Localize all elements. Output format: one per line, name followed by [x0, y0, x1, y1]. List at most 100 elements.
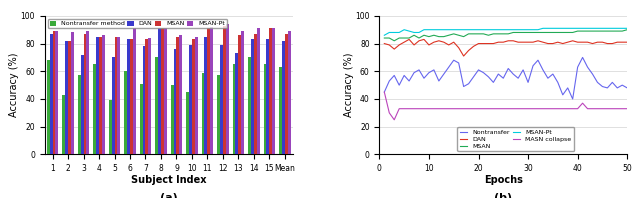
DAN [598, 41, 606, 43]
MASN collapse [479, 108, 487, 110]
MSAN [430, 34, 438, 36]
Nontransfer [623, 87, 631, 89]
Nontransfer [430, 69, 438, 71]
DAN [410, 44, 418, 46]
Bar [86, 31, 90, 154]
Bar [207, 28, 211, 154]
MSAN-Pt [425, 29, 433, 31]
Nontransfer [425, 71, 433, 74]
Nontransfer [544, 77, 552, 79]
MSAN [539, 31, 547, 34]
MSAN [435, 35, 443, 38]
Nontransfer [539, 69, 547, 71]
MASN collapse [450, 108, 458, 110]
Nontransfer [445, 66, 452, 68]
MASN collapse [529, 108, 537, 110]
MSAN [534, 31, 542, 34]
MSAN-Pt [490, 29, 497, 31]
DAN [479, 42, 487, 45]
MSAN-Pt [410, 31, 418, 34]
Bar [285, 34, 288, 154]
MSAN [400, 37, 408, 39]
Legend: Nontransfer, DAN, MSAN, MSAN-Pt, MASN collapse: Nontransfer, DAN, MSAN, MSAN-Pt, MASN co… [458, 127, 574, 151]
Bar [109, 100, 111, 154]
MSAN-Pt [381, 34, 388, 36]
DAN [450, 41, 458, 43]
Bar [84, 34, 86, 154]
Y-axis label: Accuracy (%): Accuracy (%) [344, 53, 354, 117]
Bar [192, 39, 195, 154]
MASN collapse [465, 108, 472, 110]
DAN [534, 40, 542, 42]
DAN [564, 41, 572, 43]
Nontransfer [470, 76, 477, 78]
Bar [68, 41, 71, 154]
MASN collapse [484, 108, 492, 110]
Bar [232, 64, 236, 154]
Nontransfer [524, 81, 532, 84]
MSAN [589, 30, 596, 32]
MASN collapse [504, 108, 512, 110]
Line: MASN collapse: MASN collapse [385, 92, 627, 120]
DAN [515, 41, 522, 43]
MASN collapse [564, 108, 572, 110]
Bar [220, 45, 223, 154]
MSAN-Pt [440, 29, 447, 31]
DAN [569, 40, 577, 42]
Nontransfer [594, 81, 602, 84]
DAN [594, 41, 602, 43]
Bar [71, 32, 74, 154]
MSAN-Pt [554, 27, 562, 30]
Bar [266, 39, 269, 154]
MASN collapse [400, 108, 408, 110]
Nontransfer [564, 87, 572, 89]
MSAN-Pt [614, 27, 621, 30]
MSAN-Pt [534, 29, 542, 31]
MASN collapse [618, 108, 626, 110]
MSAN [460, 35, 467, 38]
Bar [130, 39, 133, 154]
Bar [282, 41, 285, 154]
MASN collapse [460, 108, 467, 110]
DAN [495, 41, 502, 43]
Bar [148, 38, 152, 154]
MSAN [410, 34, 418, 36]
MSAN [544, 31, 552, 34]
MSAN-Pt [470, 29, 477, 31]
MSAN-Pt [564, 27, 572, 30]
MSAN-Pt [460, 29, 467, 31]
Nontransfer [475, 69, 483, 71]
Bar [158, 28, 161, 154]
MSAN [455, 34, 463, 36]
DAN [484, 42, 492, 45]
MSAN-Pt [559, 27, 566, 30]
MSAN [479, 33, 487, 35]
Nontransfer [589, 73, 596, 75]
Bar [205, 37, 207, 154]
MSAN [465, 33, 472, 35]
MSAN [396, 37, 403, 39]
DAN [519, 41, 527, 43]
Nontransfer [435, 80, 443, 82]
MASN collapse [435, 108, 443, 110]
MSAN-Pt [515, 29, 522, 31]
Bar [99, 37, 102, 154]
MASN collapse [604, 108, 611, 110]
MSAN [484, 34, 492, 36]
MASN collapse [524, 108, 532, 110]
Bar [288, 31, 291, 154]
Nontransfer [569, 98, 577, 100]
MSAN [425, 35, 433, 38]
DAN [618, 41, 626, 43]
MASN collapse [440, 108, 447, 110]
MASN collapse [515, 108, 522, 110]
MSAN [515, 31, 522, 34]
MASN collapse [495, 108, 502, 110]
Bar [145, 39, 148, 154]
Line: DAN: DAN [385, 39, 627, 56]
MSAN-Pt [420, 29, 428, 31]
MSAN [385, 37, 393, 39]
DAN [435, 40, 443, 42]
MSAN-Pt [579, 27, 586, 30]
Nontransfer [484, 76, 492, 78]
